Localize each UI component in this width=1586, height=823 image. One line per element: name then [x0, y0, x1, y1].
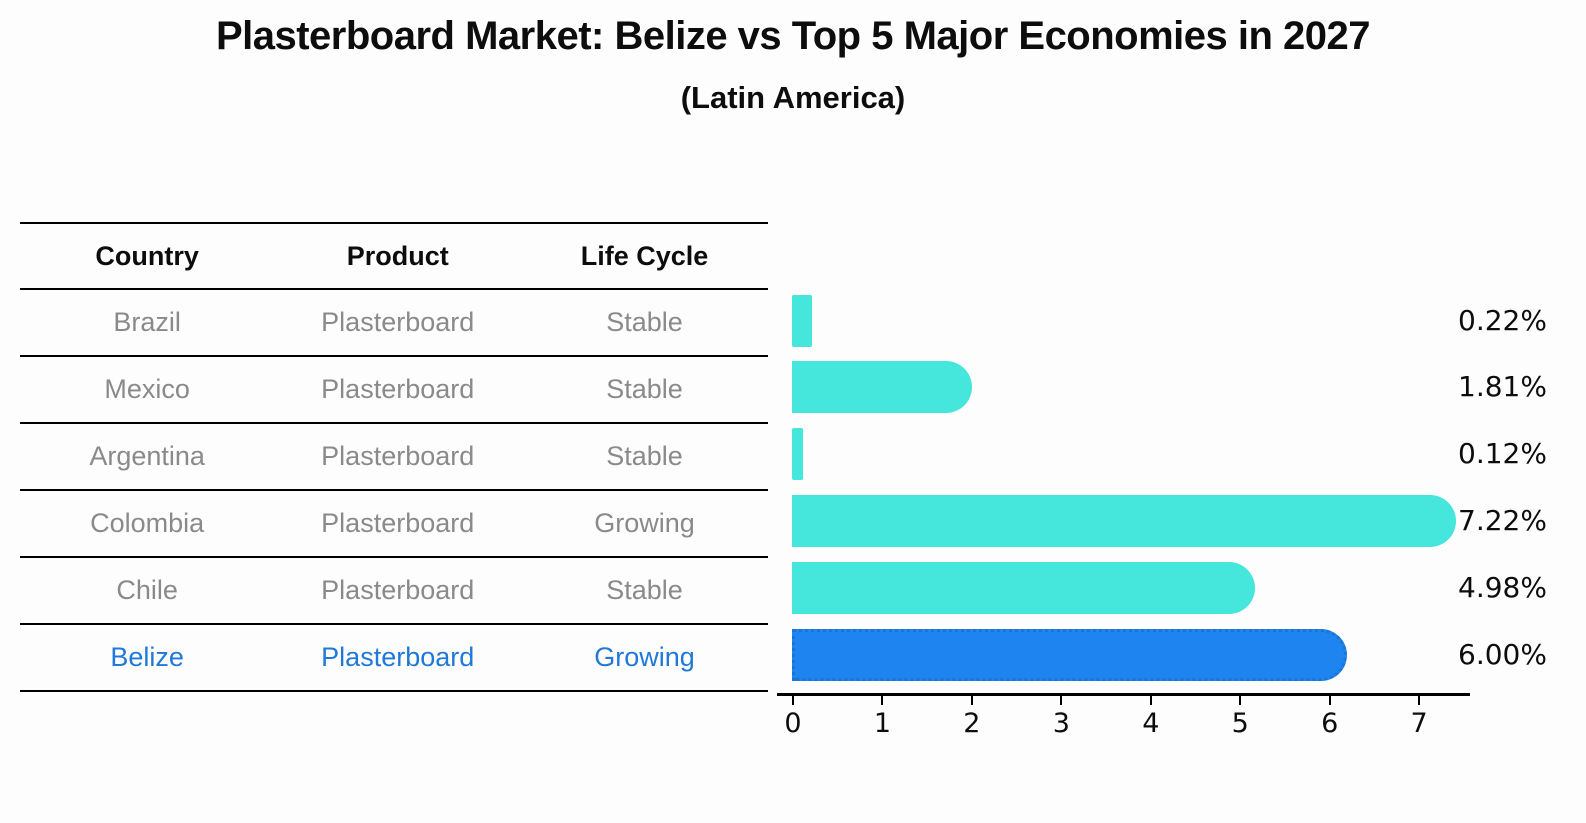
table-header-row: Country Product Life Cycle [20, 222, 768, 290]
cell-life-cycle: Stable [606, 441, 683, 471]
cell-country: Chile [116, 575, 178, 605]
x-tick: 3 [1053, 696, 1070, 739]
value-label-belize: 6.00% [1458, 638, 1547, 671]
bar-row-colombia [792, 487, 1470, 554]
bar-row-argentina [792, 420, 1470, 487]
x-tick-label: 3 [1052, 708, 1070, 739]
x-tick: 6 [1321, 696, 1338, 739]
column-header-product: Product [346, 240, 449, 271]
column-header-country: Country [95, 240, 199, 271]
cell-country: Argentina [89, 441, 205, 471]
cell-product: Plasterboard [321, 374, 475, 404]
country-table: Country Product Life Cycle Brazil Plaste… [20, 222, 768, 692]
cell-country: Brazil [113, 307, 181, 337]
cell-product: Plasterboard [321, 441, 475, 471]
cell-country: Colombia [90, 508, 205, 538]
value-label-chile: 4.98% [1458, 571, 1547, 604]
value-label-brazil: 0.22% [1458, 304, 1547, 337]
table-row-argentina: Argentina Plasterboard Stable [20, 424, 768, 491]
cell-life-cycle: Stable [606, 307, 683, 337]
bar-brazil [792, 294, 812, 347]
cell-product: Plasterboard [321, 508, 475, 538]
x-axis-line [777, 693, 1470, 696]
x-tick-mark [881, 696, 884, 705]
cell-life-cycle: Growing [594, 508, 695, 538]
bar-plot-area [792, 288, 1470, 690]
cell-life-cycle: Stable [606, 374, 683, 404]
x-tick-label: 0 [784, 708, 802, 739]
bar-value-labels: 0.22% 1.81% 0.12% 7.22% 4.98% 6.00% [1458, 288, 1583, 688]
table-row-chile: Chile Plasterboard Stable [20, 558, 768, 625]
table-row-belize: Belize Plasterboard Growing [20, 625, 768, 692]
x-tick-label: 1 [873, 708, 892, 739]
cell-life-cycle: Growing [594, 642, 695, 672]
table-row-mexico: Mexico Plasterboard Stable [20, 357, 768, 424]
cell-life-cycle: Stable [606, 575, 683, 605]
x-tick-label: 2 [963, 708, 981, 739]
bar-colombia [792, 494, 1456, 547]
x-tick-label: 5 [1231, 708, 1249, 739]
table-row-brazil: Brazil Plasterboard Stable [20, 290, 768, 357]
bar-chile [792, 561, 1256, 614]
chart-subtitle: (Latin America) [680, 80, 906, 115]
bar-belize-highlighted [792, 628, 1347, 681]
x-tick-mark [1239, 696, 1242, 705]
x-tick-label: 7 [1410, 708, 1428, 739]
bar-argentina [792, 427, 803, 480]
x-tick: 7 [1411, 696, 1428, 739]
x-tick-mark [1060, 696, 1063, 705]
x-tick: 2 [963, 696, 980, 739]
table-row-colombia: Colombia Plasterboard Growing [20, 491, 768, 558]
x-tick-mark [1418, 696, 1421, 705]
bar-row-chile [792, 554, 1470, 621]
x-tick: 4 [1142, 696, 1159, 739]
x-tick: 5 [1232, 696, 1249, 739]
x-tick-mark [1149, 696, 1152, 705]
value-label-colombia: 7.22% [1458, 504, 1547, 537]
value-label-argentina: 0.12% [1458, 437, 1547, 470]
x-tick-mark [970, 696, 973, 705]
cell-country: Belize [110, 642, 184, 672]
bar-row-brazil [792, 288, 1470, 353]
bar-mexico [792, 360, 972, 413]
x-tick-mark [1328, 696, 1331, 705]
cell-product: Plasterboard [321, 575, 475, 605]
cell-product: Plasterboard [321, 642, 475, 672]
bar-row-mexico [792, 353, 1470, 420]
x-tick-label: 6 [1321, 708, 1339, 739]
x-tick: 1 [874, 696, 891, 739]
cell-country: Mexico [104, 374, 190, 404]
column-header-life-cycle: Life Cycle [580, 240, 709, 271]
x-tick-mark [792, 696, 794, 705]
bar-row-belize [792, 621, 1470, 688]
chart-title: Plasterboard Market: Belize vs Top 5 Maj… [215, 14, 1371, 58]
x-axis-ticks: 0 1 2 3 4 5 6 7 [784, 696, 1470, 746]
x-tick-label: 4 [1142, 708, 1160, 739]
x-tick: 0 [784, 696, 802, 739]
value-label-mexico: 1.81% [1458, 370, 1547, 403]
cell-product: Plasterboard [321, 307, 475, 337]
